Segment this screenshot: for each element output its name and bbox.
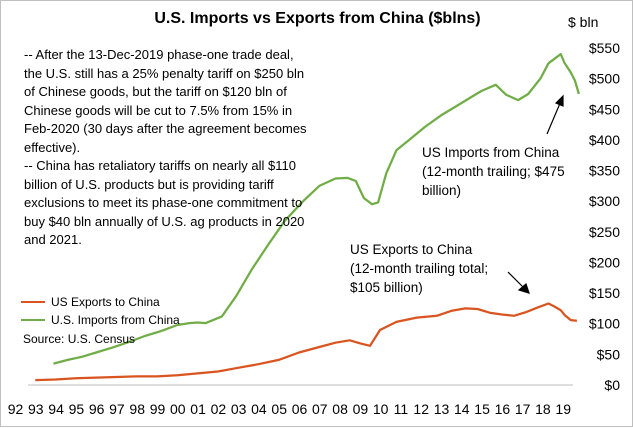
x-tick-label: 95 — [69, 401, 85, 417]
x-tick-label: 93 — [28, 401, 44, 417]
y-tick-label: $0 — [604, 377, 620, 393]
x-tick-label: 96 — [89, 401, 105, 417]
source-note: Source: U.S. Census — [23, 332, 136, 346]
x-tick-label: 11 — [394, 401, 409, 417]
legend-label-exports: US Exports to China — [51, 295, 160, 309]
x-tick-label: 97 — [109, 401, 125, 417]
y-tick-label: $550 — [589, 40, 620, 56]
x-tick-label: 92 — [8, 401, 24, 417]
legend-item-exports: US Exports to China — [21, 293, 180, 311]
y-tick-label: $400 — [589, 132, 620, 148]
y-axis-unit-label: $ bln — [568, 14, 598, 30]
x-tick-label: 18 — [535, 401, 551, 417]
legend-label-imports: U.S. Imports from China — [51, 313, 180, 327]
y-tick-label: $350 — [589, 163, 620, 179]
y-tick-label: $50 — [597, 346, 621, 362]
x-tick-label: 02 — [211, 401, 227, 417]
y-tick-label: $100 — [589, 316, 620, 332]
x-tick-label: 10 — [373, 401, 389, 417]
legend: US Exports to China U.S. Imports from Ch… — [21, 293, 180, 329]
exports-arrowhead — [517, 282, 530, 294]
x-tick-label: 03 — [231, 401, 247, 417]
x-tick-label: 16 — [495, 401, 511, 417]
x-tick-label: 94 — [48, 401, 64, 417]
imports-annotation: US Imports from China (12-month trailing… — [422, 145, 565, 198]
imports-line — [53, 52, 580, 365]
exports-callout-arrow — [507, 271, 526, 290]
x-tick-label: 01 — [190, 401, 206, 417]
x-tick-label: 00 — [170, 401, 186, 417]
x-tick-label: 15 — [474, 401, 490, 417]
trade-deal-note: -- After the 13-Dec-2019 phase-one trade… — [24, 47, 307, 247]
y-tick-label: $150 — [589, 285, 620, 301]
x-tick-label: 06 — [292, 401, 308, 417]
x-tick-label: 99 — [150, 401, 166, 417]
x-tick-label: 14 — [454, 401, 470, 417]
x-tick-label: 13 — [434, 401, 450, 417]
legend-swatch-imports — [21, 319, 45, 321]
x-tick-label: 08 — [332, 401, 348, 417]
exports-annotation: US Exports to China (12-month trailing t… — [350, 242, 489, 295]
y-tick-label: $200 — [589, 254, 620, 270]
x-tick-label: 17 — [515, 401, 531, 417]
y-tick-label: $500 — [589, 71, 620, 87]
x-tick-label: 98 — [129, 401, 145, 417]
chart-title: U.S. Imports vs Exports from China ($bln… — [154, 10, 481, 27]
x-tick-label: 07 — [312, 401, 328, 417]
y-tick-label: $450 — [589, 101, 620, 117]
y-tick-label: $250 — [589, 224, 620, 240]
legend-item-imports: U.S. Imports from China — [21, 311, 180, 329]
x-tick-label: 19 — [555, 401, 571, 417]
x-tick-label: 05 — [271, 401, 287, 417]
x-tick-label: 09 — [353, 401, 369, 417]
imports-arrowhead — [554, 94, 564, 107]
legend-swatch-exports — [21, 301, 45, 303]
x-tick-label: 04 — [251, 401, 267, 417]
y-tick-label: $300 — [589, 193, 620, 209]
imports-callout-arrow — [546, 100, 562, 135]
x-tick-label: 12 — [413, 401, 429, 417]
exports-line — [35, 302, 578, 382]
